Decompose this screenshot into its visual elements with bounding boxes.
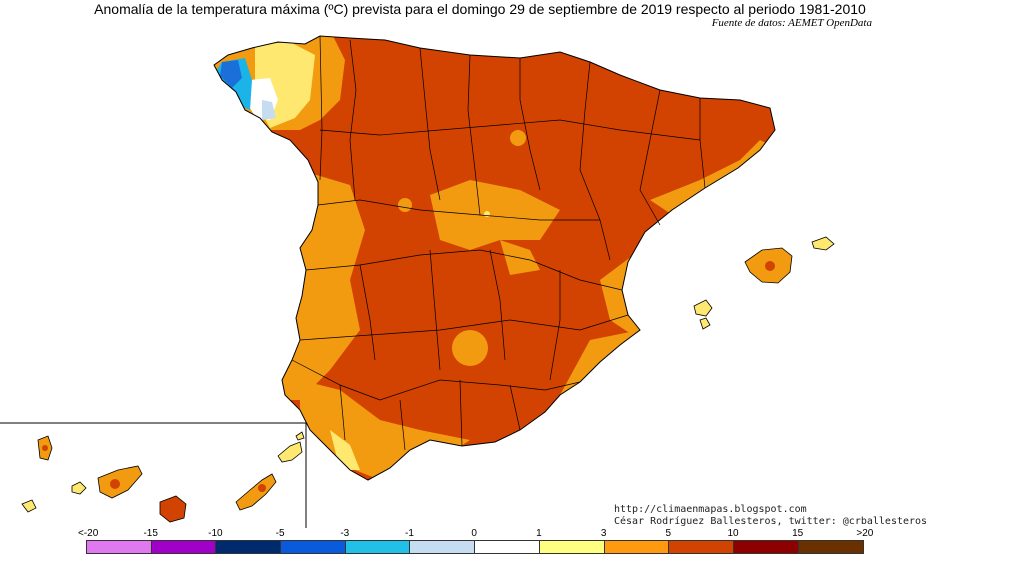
region-colder-coast bbox=[220, 60, 242, 88]
balearic-islands bbox=[693, 236, 835, 330]
legend-swatch bbox=[216, 541, 282, 553]
legend-tick-label: 5 bbox=[665, 528, 672, 539]
tenerife-island bbox=[97, 465, 143, 499]
spot-warm-north bbox=[510, 130, 526, 146]
legend-tick-label: 1 bbox=[536, 528, 542, 539]
legend-swatch bbox=[151, 541, 217, 553]
formentera-island bbox=[699, 317, 711, 330]
canary-islands-inset bbox=[0, 422, 307, 528]
legend-color-bar bbox=[86, 540, 865, 554]
legend-tick-label: >20 bbox=[856, 528, 874, 539]
spot-warm-duero bbox=[398, 198, 412, 212]
legend-tick-label: <-20 bbox=[78, 528, 99, 539]
la-gomera-island bbox=[71, 481, 87, 495]
color-legend: <-20 -15 -10 -5 -3 -1 0 1 3 5 10 15 >20 bbox=[78, 528, 873, 568]
menorca-island bbox=[811, 236, 835, 251]
legend-tick-label: -5 bbox=[275, 528, 285, 539]
legend-swatch bbox=[87, 541, 152, 553]
region-cool-rias bbox=[262, 100, 276, 120]
legend-tick-label: -3 bbox=[340, 528, 350, 539]
legend-swatch bbox=[733, 541, 799, 553]
legend-tick-label: 0 bbox=[471, 528, 477, 539]
fuerteventura-island bbox=[235, 473, 277, 511]
la-graciosa-island bbox=[295, 431, 305, 441]
region-warm-center-south bbox=[500, 240, 540, 275]
peninsula-outline bbox=[213, 35, 776, 481]
legend-swatch bbox=[539, 541, 605, 553]
data-source-note: Fuente de datos: AEMET OpenData bbox=[711, 17, 872, 29]
legend-swatch bbox=[410, 541, 476, 553]
legend-tick-label: 10 bbox=[727, 528, 739, 539]
peninsula-fill bbox=[214, 36, 775, 480]
blog-credit: http://climaenmapas.blogspot.com bbox=[614, 504, 807, 515]
lanzarote-island bbox=[277, 441, 303, 463]
province-boundaries bbox=[291, 35, 706, 451]
legend-swatch bbox=[798, 541, 864, 553]
ibiza-island bbox=[693, 299, 713, 317]
spot-warm-mancha bbox=[452, 330, 488, 366]
el-hierro-island bbox=[21, 499, 37, 513]
legend-swatch bbox=[669, 541, 734, 553]
legend-swatch bbox=[345, 541, 411, 553]
region-warm-center bbox=[430, 180, 560, 250]
legend-tick-label: 3 bbox=[600, 528, 607, 539]
map-title: Anomalía de la temperatura máxima (ºC) p… bbox=[94, 1, 866, 17]
gran-canaria-island bbox=[159, 495, 187, 523]
legend-swatch bbox=[475, 541, 540, 553]
legend-tick-label: -15 bbox=[143, 528, 158, 539]
author-credit: César Rodríguez Ballesteros, twitter: @c… bbox=[614, 516, 928, 527]
legend-swatch bbox=[281, 541, 346, 553]
legend-swatch bbox=[604, 541, 670, 553]
spot-mallorca-warm bbox=[765, 261, 775, 271]
legend-tick-label: -10 bbox=[208, 528, 223, 539]
legend-tick-label: 15 bbox=[792, 528, 804, 539]
inset-frame bbox=[0, 422, 307, 528]
legend-tick-label: -1 bbox=[405, 528, 414, 539]
